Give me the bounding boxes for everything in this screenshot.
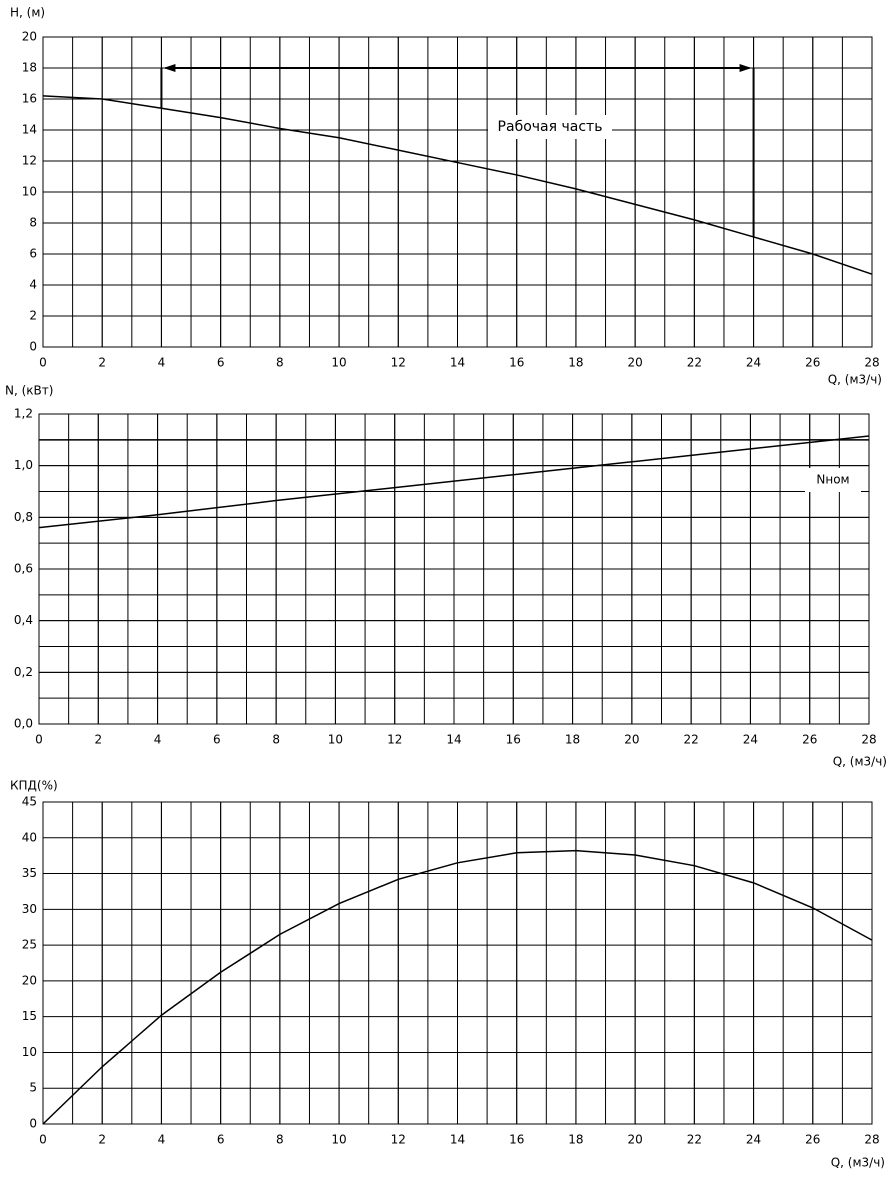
x-tick-label: 4 [158,356,166,370]
y-tick-label: 35 [22,866,37,880]
x-tick-label: 12 [387,733,402,747]
x-tick-label: 4 [158,1133,166,1147]
x-tick-label: 26 [805,356,820,370]
y-tick-label: 15 [22,1009,37,1023]
x-tick-label: 14 [446,733,461,747]
x-tick-label: 6 [217,356,225,370]
x-tick-label: 2 [94,733,102,747]
x-tick-label: 18 [565,733,580,747]
x-tick-label: 4 [154,733,162,747]
y-tick-label: 10 [22,1045,37,1059]
x-tick-label: 8 [276,356,284,370]
y-tick-label: 0,6 [14,562,33,576]
data-line [38,435,870,529]
data-line [42,95,873,275]
x-tick-label: 18 [568,1133,583,1147]
arrow-head [163,64,176,72]
x-tick-label: 10 [331,1133,346,1147]
x-tick-label: 26 [805,1133,820,1147]
series-label: Nном [816,473,849,487]
data-line [42,849,873,1125]
y-axis-label: N, (кВт) [5,384,53,398]
x-tick-label: 0 [39,1133,47,1147]
y-tick-label: 2 [29,309,37,323]
y-tick-label: 25 [22,938,37,952]
x-tick-label: 22 [684,733,699,747]
y-tick-label: 0,0 [14,717,33,731]
x-axis-label: Q, (м3/ч) [831,1156,885,1170]
x-tick-label: 24 [743,733,758,747]
y-tick-label: 0,2 [14,665,33,679]
x-tick-label: 22 [687,356,702,370]
x-tick-label: 16 [509,1133,524,1147]
plot-frame [42,36,873,348]
x-tick-label: 24 [746,356,761,370]
y-tick-label: 1,2 [14,407,33,421]
plot-frame [38,413,870,725]
x-tick-label: 10 [328,733,343,747]
y-axis-label: КПД(%) [10,779,58,793]
x-tick-label: 28 [864,356,879,370]
x-tick-label: 2 [98,1133,106,1147]
arrow-head [739,64,752,72]
x-tick-label: 26 [802,733,817,747]
y-tick-label: 0,4 [14,613,33,627]
x-tick-label: 28 [864,1133,879,1147]
x-tick-label: 8 [276,1133,284,1147]
annotation-bg [488,115,612,139]
y-tick-label: 0 [29,1117,37,1131]
y-tick-label: 8 [29,216,37,230]
x-tick-label: 6 [213,733,221,747]
y-tick-label: 45 [22,795,37,809]
x-tick-label: 8 [272,733,280,747]
x-axis-label: Q, (м3/ч) [828,373,882,387]
y-tick-label: 5 [29,1081,37,1095]
y-axis-label: H, (м) [10,6,45,20]
x-tick-label: 12 [391,1133,406,1147]
y-tick-label: 20 [22,973,37,987]
y-tick-label: 1,0 [14,458,33,472]
annotation: Рабочая часть [498,119,603,135]
x-tick-label: 28 [861,733,876,747]
x-tick-label: 0 [39,356,47,370]
y-tick-label: 0 [29,340,37,354]
y-tick-label: 14 [22,123,37,137]
x-tick-label: 20 [628,1133,643,1147]
y-tick-label: 18 [22,61,37,75]
x-tick-label: 6 [217,1133,225,1147]
x-axis-label: Q, (м3/ч) [833,755,887,769]
y-tick-label: 20 [22,30,37,44]
x-tick-label: 16 [509,356,524,370]
x-tick-label: 18 [568,356,583,370]
x-tick-label: 14 [450,356,465,370]
x-tick-label: 14 [450,1133,465,1147]
x-tick-label: 20 [624,733,639,747]
y-tick-label: 30 [22,902,37,916]
x-tick-label: 2 [98,356,106,370]
y-tick-label: 10 [22,185,37,199]
x-tick-label: 24 [746,1133,761,1147]
label-bg [805,468,861,492]
y-tick-label: 6 [29,247,37,261]
x-tick-label: 0 [35,733,43,747]
x-tick-label: 22 [687,1133,702,1147]
x-tick-label: 16 [506,733,521,747]
y-tick-label: 16 [22,92,37,106]
y-tick-label: 40 [22,830,37,844]
y-tick-label: 12 [22,154,37,168]
x-tick-label: 10 [331,356,346,370]
y-tick-label: 4 [29,278,37,292]
x-tick-label: 20 [628,356,643,370]
x-tick-label: 12 [391,356,406,370]
plot-frame [42,801,873,1125]
y-tick-label: 0,8 [14,510,33,524]
